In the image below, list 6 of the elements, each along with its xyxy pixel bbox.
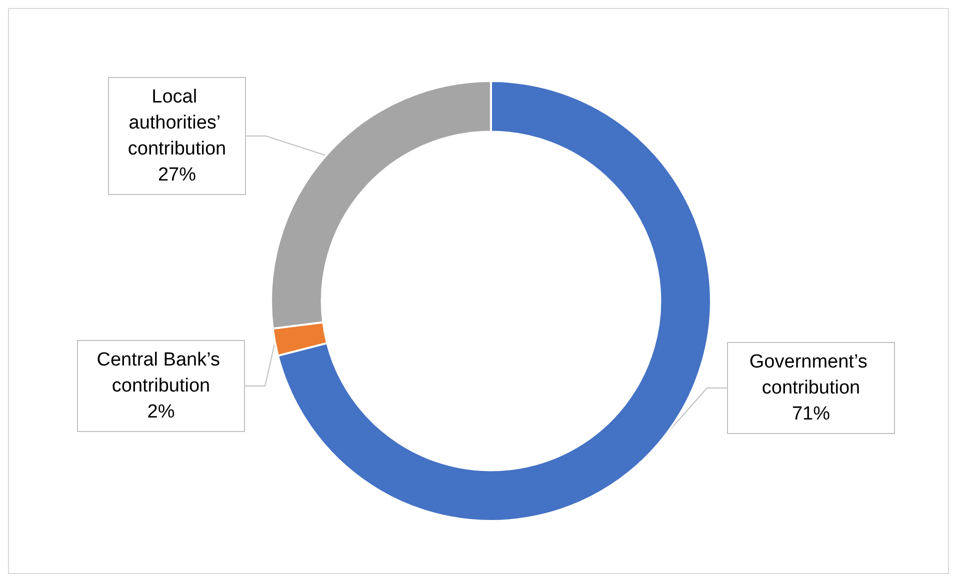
slice-label: Central Bank’s contribution [96,350,226,396]
data-label: 71% [792,404,830,424]
data-label: 27% [158,164,196,186]
data-label: 2% [147,402,175,422]
slice-label: Government’s contribution [749,352,873,398]
slice-label: Local authorities’ contribution [128,86,226,160]
